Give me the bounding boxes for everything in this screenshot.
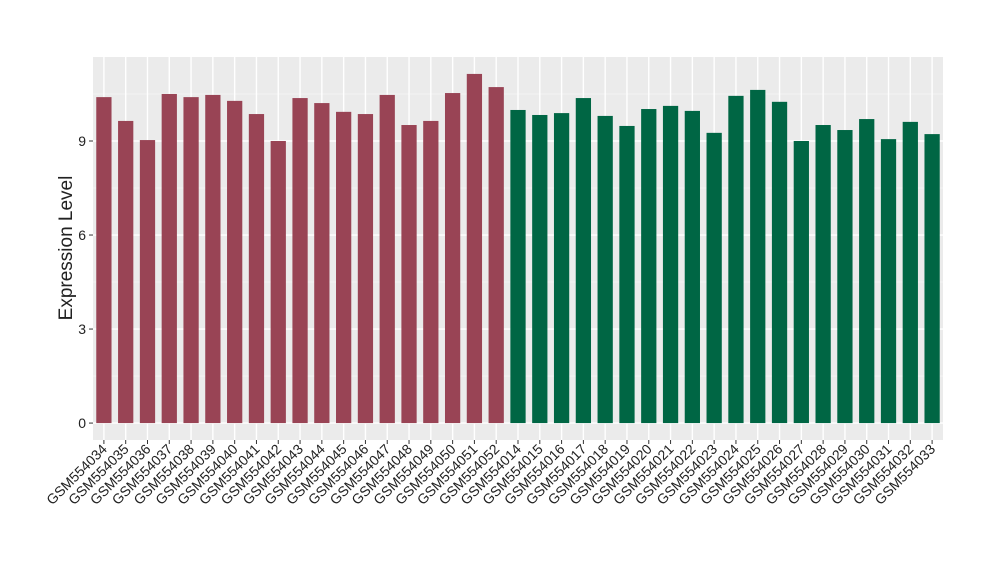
bar xyxy=(880,139,897,424)
y-tick-label: 6 xyxy=(78,227,86,243)
bar xyxy=(357,114,374,424)
bar xyxy=(401,125,417,424)
bar xyxy=(815,125,831,424)
bar xyxy=(314,103,330,424)
bar xyxy=(597,115,613,424)
bar xyxy=(336,111,352,424)
bar xyxy=(662,105,679,424)
y-tick-label: 0 xyxy=(78,415,86,431)
bar xyxy=(793,140,809,424)
bar xyxy=(466,73,483,424)
bar xyxy=(684,110,700,424)
bar xyxy=(270,140,286,424)
bar xyxy=(248,114,265,424)
bar xyxy=(488,87,504,424)
bar xyxy=(139,140,156,424)
bar xyxy=(924,134,940,424)
bar xyxy=(183,97,199,424)
bar xyxy=(837,130,853,424)
bar xyxy=(96,97,112,424)
bar xyxy=(510,109,526,424)
y-axis-label: Expression Level xyxy=(56,176,77,321)
bar xyxy=(750,89,766,424)
bar xyxy=(553,113,570,424)
bar xyxy=(292,98,308,424)
bar xyxy=(444,93,461,424)
bar xyxy=(532,114,548,424)
bar xyxy=(641,109,657,424)
bar xyxy=(706,132,722,424)
bar xyxy=(379,94,395,424)
y-tick-label: 3 xyxy=(78,321,86,337)
bar xyxy=(205,94,221,424)
bar xyxy=(118,120,134,424)
bar xyxy=(227,100,243,424)
bar xyxy=(771,101,788,424)
bar xyxy=(619,125,635,424)
bar xyxy=(859,119,875,424)
y-tick-label: 9 xyxy=(78,133,86,149)
bar xyxy=(728,95,744,424)
bar xyxy=(575,98,592,424)
bar xyxy=(902,121,918,424)
bar xyxy=(161,93,177,424)
bar xyxy=(423,120,439,424)
